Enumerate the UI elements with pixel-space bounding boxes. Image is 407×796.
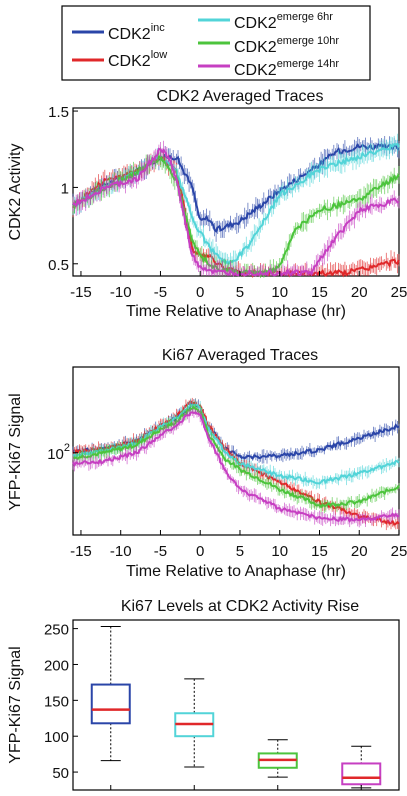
ki67-traces-panel: Ki67 Averaged Traces -15 -10 -5 0 5 10 15 20 25 1… — [7, 347, 407, 580]
x-tick-label: 10 — [271, 543, 288, 560]
x-tick-label: 20 — [351, 284, 368, 301]
series-1-line — [72, 400, 400, 526]
ki67-levels-panel: Ki67 Levels at CDK2 Activity Rise 50 100 1… — [7, 598, 400, 791]
box-3 — [341, 745, 382, 789]
ki67-levels-ticks-layer: 50 100 150 200 250 — [44, 622, 362, 790]
cdk2-traces-y-axis-label: CDK2 Activity — [7, 144, 24, 241]
y-tick-label: 1.5 — [48, 104, 69, 121]
x-tick-label: 0 — [196, 543, 204, 560]
y-tick-label: 250 — [44, 622, 69, 639]
box-1 — [174, 678, 215, 768]
x-tick-label: 15 — [311, 543, 328, 560]
x-tick-label: 15 — [311, 284, 328, 301]
x-tick-label: -15 — [70, 543, 92, 560]
cdk2-traces-ticks-layer: -15 -10 -5 0 5 10 15 20 25 0.5 1 1.5 — [48, 104, 407, 301]
ki67-traces-ticks-layer: -15 -10 -5 0 5 10 15 20 25 102 — [47, 442, 407, 560]
ki67-levels-plot-area — [72, 619, 400, 791]
y-tick-label: 1 — [61, 180, 69, 197]
series-4-line — [72, 411, 400, 524]
y-tick-label: 50 — [52, 765, 69, 782]
legend-label-cdk2-inc: CDK2inc — [108, 22, 165, 43]
legend-label-emerge-14hr: CDK2emerge 14hr — [234, 58, 339, 79]
x-tick-label: 5 — [236, 543, 244, 560]
ki67-traces-y-axis-label: YFP-Ki67 Signal — [7, 393, 24, 510]
legend-label-emerge-10hr: CDK2emerge 10hr — [234, 35, 339, 56]
cdk2-traces-panel: CDK2 Averaged Traces -15 -10 -5 0 5 10 15 20 25 0… — [7, 88, 407, 320]
ki67-levels-boxes-layer — [90, 625, 382, 789]
x-tick-label: 20 — [351, 543, 368, 560]
series-3-line — [72, 405, 400, 509]
legend-label-emerge-6hr: CDK2emerge 6hr — [234, 11, 333, 32]
series-4-line — [72, 147, 400, 277]
y-tick-label: 0.5 — [48, 257, 69, 274]
x-tick-label: 25 — [391, 543, 407, 560]
x-tick-label: -15 — [70, 284, 92, 301]
legend-label-cdk2-low: CDK2low — [108, 49, 167, 70]
box-0 — [90, 625, 131, 762]
y-tick-label: 100 — [44, 729, 69, 746]
ki67-levels-title: Ki67 Levels at CDK2 Activity Rise — [121, 598, 359, 615]
box-2 — [257, 739, 298, 778]
ki67-levels-y-axis-label: YFP-Ki67 Signal — [7, 646, 24, 763]
cdk2-traces-series-layer — [72, 133, 400, 279]
x-tick-label: -5 — [154, 284, 167, 301]
x-tick-label: 5 — [236, 284, 244, 301]
x-tick-label: -10 — [110, 543, 132, 560]
x-tick-label: -10 — [110, 284, 132, 301]
y-tick-label: 150 — [44, 693, 69, 710]
x-tick-label: 10 — [271, 284, 288, 301]
series-1-errorbars — [72, 397, 400, 531]
legend-frame — [61, 5, 371, 81]
x-tick-label: -5 — [154, 543, 167, 560]
y-tick-label: 200 — [44, 657, 69, 674]
y-tick-label: 102 — [47, 442, 70, 463]
cdk2-traces-title: CDK2 Averaged Traces — [157, 88, 324, 105]
x-tick-label: 25 — [391, 284, 407, 301]
ki67-traces-series-layer — [72, 397, 400, 531]
cdk2-traces-x-axis-label: Time Relative to Anaphase (hr) — [126, 303, 346, 320]
series-3-line — [72, 155, 400, 279]
legend: CDK2inc CDK2low CDK2emerge 6hr CDK2emerg… — [61, 5, 371, 81]
ki67-traces-x-axis-label: Time Relative to Anaphase (hr) — [126, 563, 346, 580]
x-tick-label: 0 — [196, 284, 204, 301]
box-0-iqr — [90, 683, 131, 725]
ki67-traces-title: Ki67 Averaged Traces — [162, 347, 318, 364]
cdk2-traces-plot-area — [72, 107, 400, 277]
box-3-iqr — [341, 762, 382, 786]
